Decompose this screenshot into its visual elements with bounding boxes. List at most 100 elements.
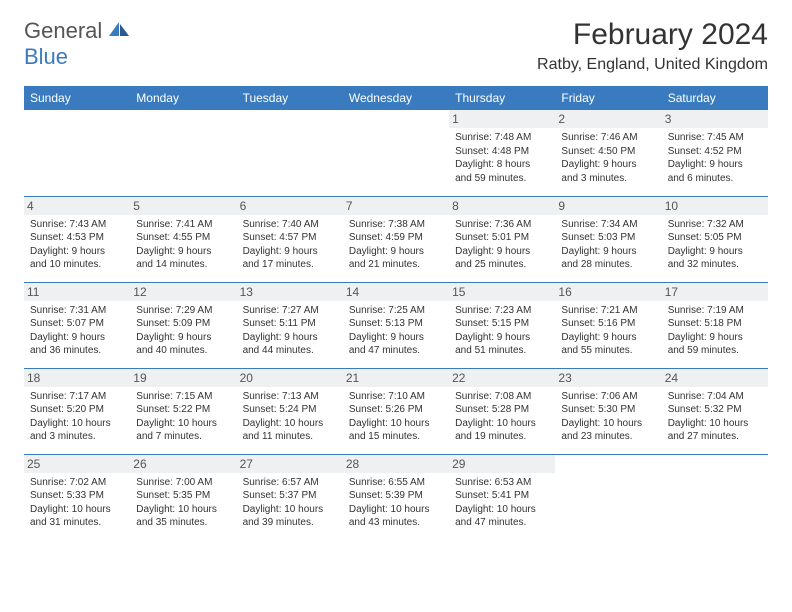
day-number: 15 [449, 283, 555, 301]
sunset-text: Sunset: 5:01 PM [455, 231, 549, 245]
sunset-text: Sunset: 5:37 PM [243, 489, 337, 503]
sunrise-text: Sunrise: 7:06 AM [561, 390, 655, 404]
sunset-text: Sunset: 5:03 PM [561, 231, 655, 245]
sunset-text: Sunset: 4:57 PM [243, 231, 337, 245]
calendar-cell: 3Sunrise: 7:45 AMSunset: 4:52 PMDaylight… [662, 110, 768, 196]
calendar-week: 25Sunrise: 7:02 AMSunset: 5:33 PMDayligh… [24, 454, 768, 540]
logo-text: General Blue [24, 18, 131, 70]
calendar-cell: . [237, 110, 343, 196]
day-number: 26 [130, 455, 236, 473]
daylight-text: Daylight: 9 hours and 21 minutes. [349, 245, 443, 272]
sunrise-text: Sunrise: 7:40 AM [243, 218, 337, 232]
calendar-cell: 23Sunrise: 7:06 AMSunset: 5:30 PMDayligh… [555, 368, 661, 454]
month-title: February 2024 [537, 18, 768, 52]
sunset-text: Sunset: 5:16 PM [561, 317, 655, 331]
day-number: 17 [662, 283, 768, 301]
day-number: 12 [130, 283, 236, 301]
calendar-cell: 8Sunrise: 7:36 AMSunset: 5:01 PMDaylight… [449, 196, 555, 282]
sunset-text: Sunset: 5:11 PM [243, 317, 337, 331]
calendar-cell: 1Sunrise: 7:48 AMSunset: 4:48 PMDaylight… [449, 110, 555, 196]
daylight-text: Daylight: 9 hours and 47 minutes. [349, 331, 443, 358]
daylight-text: Daylight: 8 hours and 59 minutes. [455, 158, 549, 185]
calendar-cell: . [24, 110, 130, 196]
daylight-text: Daylight: 9 hours and 3 minutes. [561, 158, 655, 185]
sunrise-text: Sunrise: 7:21 AM [561, 304, 655, 318]
day-number: 23 [555, 369, 661, 387]
sunset-text: Sunset: 5:30 PM [561, 403, 655, 417]
calendar-cell: 29Sunrise: 6:53 AMSunset: 5:41 PMDayligh… [449, 454, 555, 540]
calendar-cell: 7Sunrise: 7:38 AMSunset: 4:59 PMDaylight… [343, 196, 449, 282]
daylight-text: Daylight: 9 hours and 59 minutes. [668, 331, 762, 358]
calendar-cell: 4Sunrise: 7:43 AMSunset: 4:53 PMDaylight… [24, 196, 130, 282]
calendar-cell: 27Sunrise: 6:57 AMSunset: 5:37 PMDayligh… [237, 454, 343, 540]
calendar-week: 11Sunrise: 7:31 AMSunset: 5:07 PMDayligh… [24, 282, 768, 368]
day-header: Tuesday [237, 86, 343, 110]
sunset-text: Sunset: 5:20 PM [30, 403, 124, 417]
sunrise-text: Sunrise: 7:32 AM [668, 218, 762, 232]
sunset-text: Sunset: 5:32 PM [668, 403, 762, 417]
calendar-cell: 22Sunrise: 7:08 AMSunset: 5:28 PMDayligh… [449, 368, 555, 454]
sunset-text: Sunset: 5:07 PM [30, 317, 124, 331]
calendar-cell: 12Sunrise: 7:29 AMSunset: 5:09 PMDayligh… [130, 282, 236, 368]
daylight-text: Daylight: 10 hours and 11 minutes. [243, 417, 337, 444]
calendar-week: 4Sunrise: 7:43 AMSunset: 4:53 PMDaylight… [24, 196, 768, 282]
day-header: Monday [130, 86, 236, 110]
day-number: 5 [130, 197, 236, 215]
daylight-text: Daylight: 10 hours and 39 minutes. [243, 503, 337, 530]
day-number: 6 [237, 197, 343, 215]
sunrise-text: Sunrise: 7:13 AM [243, 390, 337, 404]
calendar-cell: 5Sunrise: 7:41 AMSunset: 4:55 PMDaylight… [130, 196, 236, 282]
daylight-text: Daylight: 9 hours and 10 minutes. [30, 245, 124, 272]
calendar-cell: 18Sunrise: 7:17 AMSunset: 5:20 PMDayligh… [24, 368, 130, 454]
title-block: February 2024 Ratby, England, United Kin… [537, 18, 768, 74]
daylight-text: Daylight: 9 hours and 51 minutes. [455, 331, 549, 358]
day-number: 9 [555, 197, 661, 215]
sunrise-text: Sunrise: 7:46 AM [561, 131, 655, 145]
calendar-week: ....1Sunrise: 7:48 AMSunset: 4:48 PMDayl… [24, 110, 768, 196]
daylight-text: Daylight: 9 hours and 14 minutes. [136, 245, 230, 272]
day-header: Thursday [449, 86, 555, 110]
sunrise-text: Sunrise: 7:04 AM [668, 390, 762, 404]
sunset-text: Sunset: 5:35 PM [136, 489, 230, 503]
day-number: 8 [449, 197, 555, 215]
sunset-text: Sunset: 5:41 PM [455, 489, 549, 503]
sunrise-text: Sunrise: 7:25 AM [349, 304, 443, 318]
day-header: Sunday [24, 86, 130, 110]
daylight-text: Daylight: 10 hours and 7 minutes. [136, 417, 230, 444]
sunrise-text: Sunrise: 7:08 AM [455, 390, 549, 404]
daylight-text: Daylight: 10 hours and 15 minutes. [349, 417, 443, 444]
daylight-text: Daylight: 9 hours and 44 minutes. [243, 331, 337, 358]
calendar-cell: . [555, 454, 661, 540]
calendar-body: ....1Sunrise: 7:48 AMSunset: 4:48 PMDayl… [24, 110, 768, 540]
day-number: 19 [130, 369, 236, 387]
sunrise-text: Sunrise: 7:23 AM [455, 304, 549, 318]
daylight-text: Daylight: 9 hours and 17 minutes. [243, 245, 337, 272]
logo: General Blue [24, 18, 131, 70]
sunset-text: Sunset: 4:59 PM [349, 231, 443, 245]
calendar-cell: . [343, 110, 449, 196]
calendar-cell: 10Sunrise: 7:32 AMSunset: 5:05 PMDayligh… [662, 196, 768, 282]
day-number: 3 [662, 110, 768, 128]
day-number: 25 [24, 455, 130, 473]
calendar-cell: 11Sunrise: 7:31 AMSunset: 5:07 PMDayligh… [24, 282, 130, 368]
day-number: 22 [449, 369, 555, 387]
day-header: Saturday [662, 86, 768, 110]
daylight-text: Daylight: 9 hours and 6 minutes. [668, 158, 762, 185]
calendar-week: 18Sunrise: 7:17 AMSunset: 5:20 PMDayligh… [24, 368, 768, 454]
day-number: 24 [662, 369, 768, 387]
sunrise-text: Sunrise: 6:55 AM [349, 476, 443, 490]
daylight-text: Daylight: 10 hours and 35 minutes. [136, 503, 230, 530]
logo-part2: Blue [24, 44, 68, 69]
daylight-text: Daylight: 9 hours and 55 minutes. [561, 331, 655, 358]
sunset-text: Sunset: 5:26 PM [349, 403, 443, 417]
sunset-text: Sunset: 5:05 PM [668, 231, 762, 245]
calendar-header-row: SundayMondayTuesdayWednesdayThursdayFrid… [24, 86, 768, 110]
daylight-text: Daylight: 10 hours and 43 minutes. [349, 503, 443, 530]
day-number: 16 [555, 283, 661, 301]
daylight-text: Daylight: 9 hours and 25 minutes. [455, 245, 549, 272]
day-number: 4 [24, 197, 130, 215]
location: Ratby, England, United Kingdom [537, 56, 768, 74]
daylight-text: Daylight: 9 hours and 40 minutes. [136, 331, 230, 358]
sunrise-text: Sunrise: 7:34 AM [561, 218, 655, 232]
sunrise-text: Sunrise: 7:45 AM [668, 131, 762, 145]
